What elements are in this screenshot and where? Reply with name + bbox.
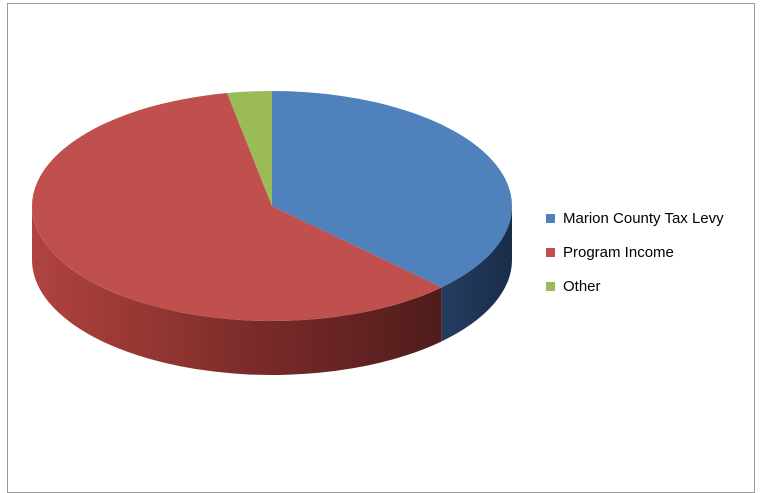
legend-item-other: Other xyxy=(546,269,724,303)
legend-swatch-other xyxy=(546,281,555,291)
legend-item-marion-county-tax-levy: Marion County Tax Levy xyxy=(546,201,724,235)
pie-slice-marion-county-tax-levy xyxy=(272,91,512,288)
pie-side-marion-county-tax-levy xyxy=(441,206,512,342)
legend-swatch-program-income xyxy=(546,247,555,257)
pie-sides xyxy=(32,206,512,375)
pie-chart xyxy=(32,91,512,375)
pie-side-program-income xyxy=(32,206,442,375)
legend-label-marion-county-tax-levy: Marion County Tax Levy xyxy=(563,209,724,227)
legend-swatch-marion-county-tax-levy xyxy=(546,213,555,223)
pie-slice-other xyxy=(227,91,272,206)
legend-item-program-income: Program Income xyxy=(546,235,724,269)
pie-tops xyxy=(32,91,512,321)
pie-slice-program-income xyxy=(32,93,442,321)
legend-label-program-income: Program Income xyxy=(563,243,674,261)
legend: Marion County Tax Levy Program Income Ot… xyxy=(546,201,724,303)
legend-label-other: Other xyxy=(563,277,601,295)
